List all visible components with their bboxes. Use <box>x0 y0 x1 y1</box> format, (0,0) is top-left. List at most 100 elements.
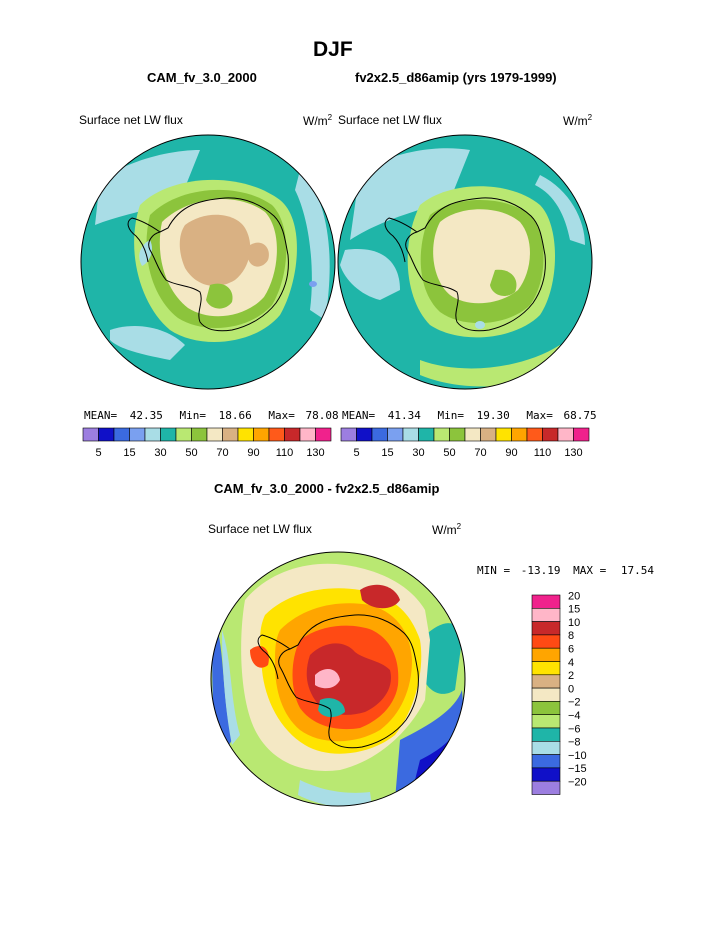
left-min-label: Min= <box>179 409 207 422</box>
diff-stats: MIN = -13.19 MAX = 17.54 <box>477 564 654 577</box>
left-colorbar-swatch <box>284 427 301 442</box>
right-colorbar-tick-label: 70 <box>474 447 486 459</box>
diff-colorbar-swatch <box>531 767 561 782</box>
left-min-value: 18.66 <box>218 409 252 422</box>
diff-colorbar-tick-label: −10 <box>568 750 587 762</box>
left-colorbar: 5 15 30 50 70 90 110 130 <box>82 427 332 459</box>
right-colorbar-tick-label: 30 <box>412 447 424 459</box>
right-max-label: Max= <box>526 409 553 422</box>
diff-colorbar-tick-label: −15 <box>568 763 587 775</box>
diff-colorbar-tick-label: −6 <box>568 723 581 735</box>
left-colorbar-swatch <box>315 427 332 442</box>
right-colorbar-swatch <box>402 427 419 442</box>
right-colorbar-tick-label: 110 <box>534 447 552 459</box>
diff-colorbar-swatch <box>531 674 561 689</box>
right-colorbar-swatch <box>464 427 481 442</box>
right-colorbar-tick-label: 50 <box>443 447 455 459</box>
diff-colorbar-tick-label: −20 <box>568 777 587 789</box>
left-colorbar-swatch <box>160 427 177 442</box>
left-max-value: 78.08 <box>305 409 339 422</box>
right-units-text: W/m <box>563 114 588 128</box>
right-colorbar-tick-label: 5 <box>353 447 359 459</box>
diff-units-sup: 2 <box>456 522 462 531</box>
left-mean-value: 42.35 <box>129 409 163 422</box>
right-map-field <box>338 135 592 389</box>
left-stats: MEAN= 42.35 Min= 18.66 Max= 78.08 <box>84 409 339 422</box>
right-panel-field-label: Surface net LW flux <box>338 113 442 127</box>
right-colorbar-swatch <box>356 427 373 442</box>
right-mean-label: MEAN= <box>342 409 376 422</box>
left-max-label: Max= <box>268 409 295 422</box>
left-colorbar-swatch <box>175 427 192 442</box>
right-min-label: Min= <box>437 409 465 422</box>
left-colorbar-tick-label: 15 <box>123 447 135 459</box>
diff-colorbar-tick-label: 10 <box>568 617 580 629</box>
right-colorbar-swatch <box>573 427 590 442</box>
right-colorbar-tick-label: 130 <box>564 447 582 459</box>
left-panel-units: W/m2 <box>303 113 332 128</box>
left-colorbar-swatch <box>253 427 270 442</box>
diff-units: W/m2 <box>432 522 461 537</box>
right-min-value: 19.30 <box>476 409 510 422</box>
left-colorbar-tick-label: 50 <box>185 447 197 459</box>
right-colorbar-swatch <box>495 427 512 442</box>
left-colorbar-swatch <box>268 427 285 442</box>
right-colorbar-swatch <box>542 427 559 442</box>
right-colorbar-swatch <box>371 427 388 442</box>
diff-map-boundary <box>210 551 466 807</box>
left-colorbar-tick-label: 90 <box>247 447 259 459</box>
right-colorbar-tick-label: 15 <box>381 447 393 459</box>
left-map-field <box>81 135 335 389</box>
right-units-sup: 2 <box>587 113 593 122</box>
left-colorbar-swatch <box>98 427 115 442</box>
right-colorbar: 5 15 30 50 70 90 110 130 <box>340 427 590 459</box>
left-map-boundary <box>80 134 336 390</box>
right-antarctica-outline <box>405 197 546 332</box>
diff-colorbar-tick-label: 4 <box>568 657 574 669</box>
right-colorbar-swatch <box>449 427 466 442</box>
right-mean-value: 41.34 <box>387 409 421 422</box>
right-colorbar-swatch <box>557 427 574 442</box>
diff-colorbar-swatch <box>531 701 561 716</box>
diff-colorbar-tick-label: −4 <box>568 710 581 722</box>
diff-colorbar-swatch <box>531 727 561 742</box>
right-stats: MEAN= 41.34 Min= 19.30 Max= 68.75 <box>342 409 597 422</box>
diff-colorbar-swatch <box>531 634 561 649</box>
diff-min-value: -13.19 <box>520 564 561 577</box>
right-colorbar-swatch <box>387 427 404 442</box>
diff-colorbar-tick-label: −2 <box>568 697 581 709</box>
left-colorbar-swatch <box>222 427 239 442</box>
left-antarctica-outline <box>148 197 289 332</box>
right-map-boundary <box>337 134 593 390</box>
diff-field-label: Surface net LW flux <box>208 522 312 536</box>
diff-colorbar-swatch <box>531 647 561 662</box>
right-colorbar-swatch <box>480 427 497 442</box>
left-colorbar-swatch <box>129 427 146 442</box>
left-colorbar-tick-label: 5 <box>95 447 101 459</box>
diff-antarctica-outline <box>278 614 419 749</box>
diff-colorbar-tick-label: 8 <box>568 630 574 642</box>
left-colorbar-tick-label: 110 <box>276 447 294 459</box>
right-colorbar-swatch <box>433 427 450 442</box>
diff-max-value: 17.54 <box>620 564 654 577</box>
left-units-text: W/m <box>303 114 328 128</box>
diff-colorbar-tick-label: 0 <box>568 683 574 695</box>
left-peninsula-outline <box>127 217 161 263</box>
left-colorbar-tick-label: 30 <box>154 447 166 459</box>
diff-colorbar-tick-label: 20 <box>568 590 580 602</box>
left-colorbar-swatch <box>237 427 254 442</box>
diff-colorbar-tick-label: −8 <box>568 737 581 749</box>
diff-colorbar-swatch <box>531 621 561 636</box>
diff-colorbar-swatch <box>531 754 561 769</box>
left-colorbar-swatch <box>144 427 161 442</box>
right-case-title: fv2x2.5_d86amip (yrs 1979-1999) <box>355 70 557 85</box>
left-colorbar-swatch <box>206 427 223 442</box>
diff-colorbar-tick-label: 15 <box>568 604 580 616</box>
diff-peninsula-outline <box>257 634 291 680</box>
right-colorbar-swatch <box>340 427 357 442</box>
right-colorbar-swatch <box>526 427 543 442</box>
left-colorbar-swatch <box>191 427 208 442</box>
